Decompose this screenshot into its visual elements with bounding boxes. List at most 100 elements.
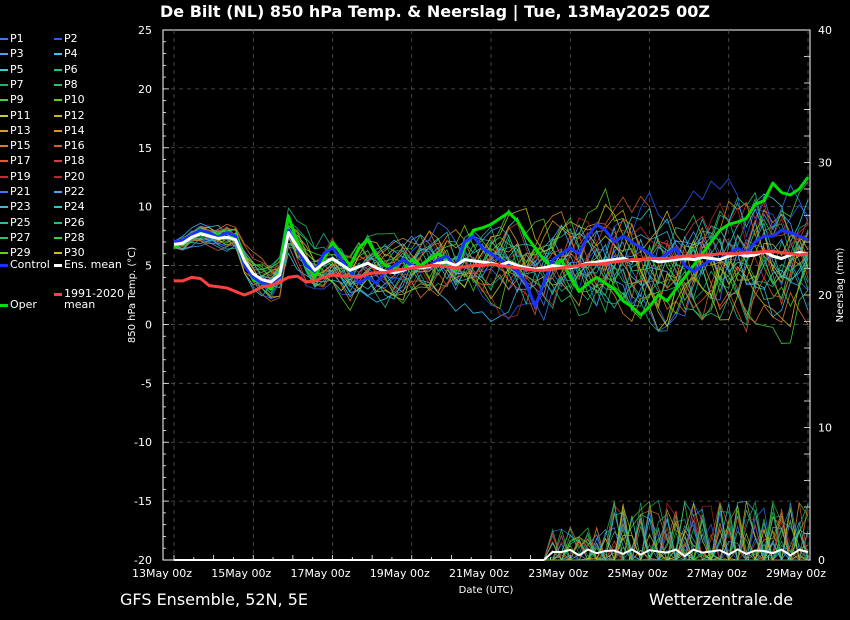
legend-item-p7: P7	[0, 78, 24, 92]
legend-item-oper-swatch	[0, 303, 8, 307]
legend-item-p14-label: P14	[64, 123, 85, 137]
legend-item-climate-label-2: mean	[64, 298, 96, 311]
y-tick-label: 15	[138, 142, 152, 155]
legend-item-p3-swatch	[0, 53, 8, 56]
legend-item-p21: P21	[0, 185, 31, 199]
series-line-1991-2020-mean	[174, 249, 809, 297]
legend-item-p9: P9	[0, 93, 24, 107]
legend-item-p26-swatch	[54, 221, 62, 224]
legend-item-p14: P14	[54, 124, 85, 138]
legend-item-p9-label: P9	[10, 93, 24, 107]
y2-tick-label: 10	[818, 422, 832, 435]
legend-item-p12-label: P12	[64, 108, 85, 122]
legend-item-p19-label: P19	[10, 169, 31, 183]
legend-item-p1-label: P1	[10, 32, 24, 45]
series-line-control	[173, 222, 809, 309]
legend-item-p2-swatch	[54, 38, 62, 40]
legend-item-climate: 1991-2020 mean	[54, 287, 124, 315]
legend-item-p8: P8	[54, 78, 78, 92]
legend-item-p13-swatch	[0, 129, 8, 132]
legend-item-p10-swatch	[54, 99, 62, 102]
legend-item-p26-label: P26	[64, 215, 85, 229]
legend-item-p3-label: P3	[10, 47, 24, 61]
x-tick-label: 13May 00z	[132, 567, 192, 580]
legend-item-p10-label: P10	[64, 93, 85, 107]
legend-item-climate-swatch	[54, 292, 62, 296]
legend-item-p18: P18	[54, 154, 85, 168]
y-tick-label: -20	[134, 554, 152, 567]
member-line-p20	[173, 202, 809, 319]
source-caption: Wetterzentrale.de	[649, 590, 794, 609]
legend-item-p29: P29	[0, 246, 31, 260]
legend-item-p9-swatch	[0, 99, 8, 102]
legend-item-p20: P20	[54, 170, 85, 184]
legend-item-p6-swatch	[54, 68, 62, 71]
legend-item-p14-swatch	[54, 129, 62, 132]
y2-tick-label: 0	[818, 554, 825, 567]
legend-item-oper: Oper	[0, 298, 37, 312]
x-tick-label: 23May 00z	[528, 567, 588, 580]
legend-item-p27-swatch	[0, 236, 8, 239]
legend-item-p28-swatch	[54, 236, 62, 239]
y-tick-label: 5	[145, 260, 152, 273]
legend-item-p28-label: P28	[64, 230, 85, 244]
x-tick-label: 19May 00z	[370, 567, 430, 580]
member-line-p16	[173, 233, 809, 321]
y-tick-label: 10	[138, 201, 152, 214]
legend-item-p1-swatch	[0, 38, 8, 40]
x-axis-label: Date (UTC)	[459, 585, 514, 596]
legend-item-p23-label: P23	[10, 200, 31, 214]
y-axis-label: 850 hPa Temp. (°C)	[127, 247, 138, 343]
y-tick-label: -5	[141, 377, 152, 390]
y-tick-label: -15	[134, 495, 152, 508]
legend-item-p16-label: P16	[64, 139, 85, 153]
legend-item-p29-swatch	[0, 252, 8, 255]
x-tick-label: 29May 00z	[766, 567, 826, 580]
legend-item-p25: P25	[0, 216, 31, 230]
legend-item-p18-label: P18	[64, 154, 85, 168]
member-line-p30	[173, 203, 809, 328]
model-caption: GFS Ensemble, 52N, 5E	[120, 590, 308, 609]
y-tick-label: 0	[145, 318, 152, 331]
x-tick-label: 17May 00z	[290, 567, 350, 580]
legend-item-p5: P5	[0, 63, 24, 77]
legend-item-p11: P11	[0, 109, 31, 123]
y-tick-label: 20	[138, 83, 152, 96]
x-tick-label: 27May 00z	[687, 567, 747, 580]
legend-item-p2-label: P2	[64, 32, 78, 45]
legend-item-p19-swatch	[0, 175, 8, 178]
legend-item-p24-swatch	[54, 206, 62, 209]
legend-item-p30: P30	[54, 246, 85, 260]
legend-item-p12: P12	[54, 109, 85, 123]
legend-item-p13: P13	[0, 124, 31, 138]
legend-item-p8-label: P8	[64, 77, 78, 91]
y2-tick-label: 30	[818, 157, 832, 170]
legend-item-ens-mean: Ens. mean	[54, 258, 122, 272]
legend-item-p20-swatch	[54, 175, 62, 178]
legend-item-p1: P1	[0, 32, 24, 46]
legend-item-p22-label: P22	[64, 185, 85, 198]
legend-item-control-swatch	[0, 263, 8, 267]
chart-title: De Bilt (NL) 850 hPa Temp. & Neerslag | …	[160, 2, 710, 21]
x-tick-label: 15May 00z	[211, 567, 271, 580]
legend-item-p19: P19	[0, 170, 31, 184]
legend-item-p17-label: P17	[10, 154, 31, 168]
legend-item-control-label: Control	[10, 258, 50, 271]
legend-item-p29-label: P29	[10, 246, 31, 260]
legend-item-ens-mean-swatch	[54, 263, 62, 267]
legend-item-p16: P16	[54, 139, 85, 153]
y2-tick-label: 40	[818, 24, 832, 37]
legend-item-ens-mean-label: Ens. mean	[64, 258, 122, 271]
legend-item-p17-swatch	[0, 160, 8, 163]
legend-item-p4-swatch	[54, 53, 62, 56]
legend-item-control: Control	[0, 258, 50, 272]
legend-item-p16-swatch	[54, 145, 62, 148]
legend-item-p24-label: P24	[64, 200, 85, 214]
legend-item-p30-swatch	[54, 252, 62, 255]
legend-item-p27: P27	[0, 231, 31, 245]
x-tick-label: 25May 00z	[607, 567, 667, 580]
legend-item-p21-label: P21	[10, 185, 31, 198]
legend-item-p26: P26	[54, 216, 85, 230]
legend-item-p8-swatch	[54, 83, 62, 86]
